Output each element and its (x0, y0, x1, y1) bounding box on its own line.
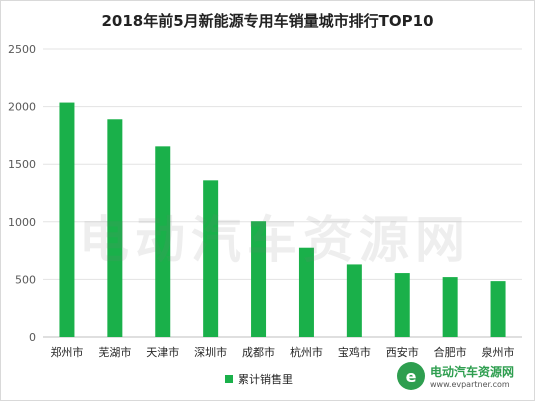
legend-swatch (225, 375, 233, 383)
logo-name: 电动汽车资源网 (430, 365, 515, 379)
y-tick-label: 500 (15, 273, 36, 286)
bar (394, 273, 410, 337)
bar (107, 119, 123, 337)
x-tick-label: 杭州市 (290, 345, 323, 359)
bar (251, 221, 267, 337)
y-tick-label: 0 (29, 331, 36, 344)
y-tick-label: 1500 (8, 158, 36, 171)
bar (490, 281, 506, 337)
grid-lines (43, 48, 522, 338)
y-tick-label: 2500 (8, 43, 36, 56)
x-tick-label: 郑州市 (50, 345, 83, 359)
x-tick-label: 芜湖市 (98, 345, 131, 359)
bar (346, 264, 362, 337)
x-tick-label: 西安市 (386, 345, 419, 359)
chart-title: 2018年前5月新能源专用车销量城市排行TOP10 (101, 12, 434, 30)
bar (298, 247, 314, 337)
bars (59, 102, 506, 338)
x-tick-label: 成都市 (242, 345, 275, 359)
x-axis-labels: 郑州市 芜湖市 天津市 深圳市 成都市 杭州市 宝鸡市 西安市 合肥市 泉州市 (50, 345, 514, 359)
legend-label: 累计销售里 (238, 373, 293, 386)
bar (442, 277, 458, 337)
leaf-icon: e (397, 362, 425, 390)
bar (155, 146, 171, 337)
x-tick-label: 泉州市 (482, 345, 515, 359)
legend: 累计销售里 (225, 371, 293, 387)
bar (59, 102, 75, 338)
logo-url: www.evpartner.com (430, 380, 510, 389)
y-tick-label: 1000 (8, 216, 36, 229)
x-tick-label: 合肥市 (434, 345, 467, 359)
y-tick-label: 2000 (8, 101, 36, 114)
logo: e 电动汽车资源网 www.evpartner.com (397, 362, 514, 390)
x-tick-label: 深圳市 (194, 345, 227, 359)
x-tick-label: 宝鸡市 (338, 345, 371, 359)
bar (203, 180, 219, 337)
y-axis-ticks: 0 500 1000 1500 2000 2500 (8, 43, 36, 344)
logo-text: 电动汽车资源网 www.evpartner.com (430, 363, 514, 389)
x-tick-label: 天津市 (146, 345, 179, 359)
